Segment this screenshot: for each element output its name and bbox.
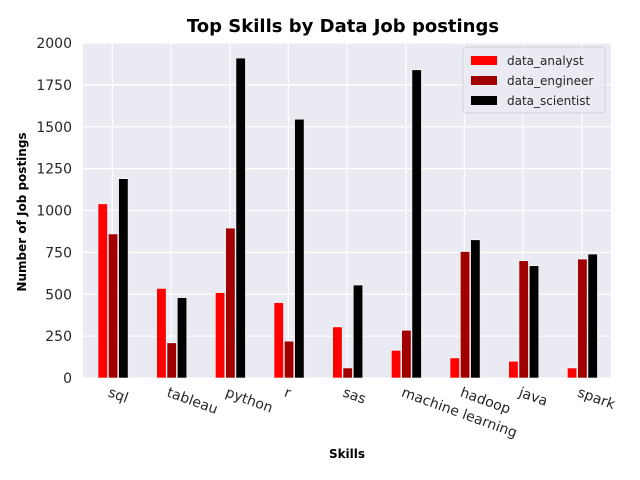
bar-data-scientist-sql	[118, 178, 129, 379]
y-tick-label: 500	[45, 287, 72, 303]
bar-data-engineer-sql	[108, 233, 119, 379]
x-tick-label: java	[516, 384, 550, 409]
legend-swatch	[471, 96, 497, 105]
bar-data-scientist-spark	[587, 253, 598, 379]
bar-data-scientist-machine-learning	[411, 69, 422, 379]
y-tick-label: 1750	[36, 78, 72, 94]
bar-data-engineer-machine-learning	[401, 329, 412, 379]
bar-data-engineer-java	[518, 260, 529, 379]
bar-data-engineer-spark	[577, 258, 588, 379]
x-tick-label: r	[282, 385, 293, 402]
bar-data-analyst-java	[508, 360, 519, 379]
bars-group	[97, 57, 598, 379]
x-tick-label: spark	[575, 385, 618, 414]
bar-data-engineer-r	[283, 340, 295, 379]
x-tick-label: sql	[106, 385, 130, 407]
bar-data-engineer-python	[225, 227, 236, 379]
y-tick-labels: 0 250 500 750 1000 1250 1500 1750 2000	[36, 36, 72, 387]
bar-data-engineer-tableau	[166, 342, 177, 379]
bar-data-scientist-python	[235, 57, 246, 379]
x-tick-labels: sql tableau python r sas machine learninghado…	[106, 384, 618, 441]
bar-data-scientist-java	[528, 265, 540, 379]
x-axis-label: Skills	[329, 447, 365, 461]
bar-data-scientist-tableau	[176, 297, 188, 379]
x-tick-label: sas	[341, 385, 368, 408]
bar-data-scientist-hadoop	[470, 239, 481, 379]
bar-data-engineer-hadoop	[459, 251, 471, 379]
bar-data-analyst-r	[273, 302, 284, 379]
x-tick-label: tableau	[165, 385, 220, 418]
chart-title: Top Skills by Data Job postings	[187, 16, 499, 37]
legend-label: data_engineer	[507, 74, 593, 88]
y-tick-label: 1000	[36, 204, 72, 220]
bar-data-analyst-tableau	[156, 288, 167, 379]
bar-data-scientist-r	[294, 118, 305, 379]
legend-frame	[462, 46, 606, 114]
legend-swatch	[471, 76, 497, 85]
y-tick-label: 1500	[36, 120, 72, 136]
bar-data-analyst-sas	[332, 326, 343, 379]
x-tick-label: python	[223, 385, 275, 417]
bar-data-scientist-sas	[352, 284, 364, 379]
y-tick-label: 750	[45, 245, 72, 261]
y-tick-label: 250	[45, 329, 72, 345]
y-tick-label: 2000	[36, 36, 72, 52]
legend-swatch	[471, 56, 497, 65]
y-tick-label: 1250	[36, 162, 72, 178]
legend-label: data_analyst	[507, 54, 584, 68]
y-tick-label: 0	[63, 371, 72, 387]
bar-data-analyst-spark	[567, 367, 578, 379]
bar-data-analyst-hadoop	[449, 357, 460, 379]
gridlines	[83, 42, 611, 379]
legend-label: data_scientist	[507, 94, 590, 108]
bar-data-engineer-sas	[342, 367, 353, 379]
legend: data_analyst data_engineer data_scientist	[462, 46, 606, 114]
bar-data-analyst-python	[215, 292, 226, 379]
y-axis-label: Number of Job postings	[15, 132, 29, 291]
bar-data-analyst-sql	[97, 203, 108, 379]
bar-data-analyst-machine-learning	[391, 350, 402, 379]
